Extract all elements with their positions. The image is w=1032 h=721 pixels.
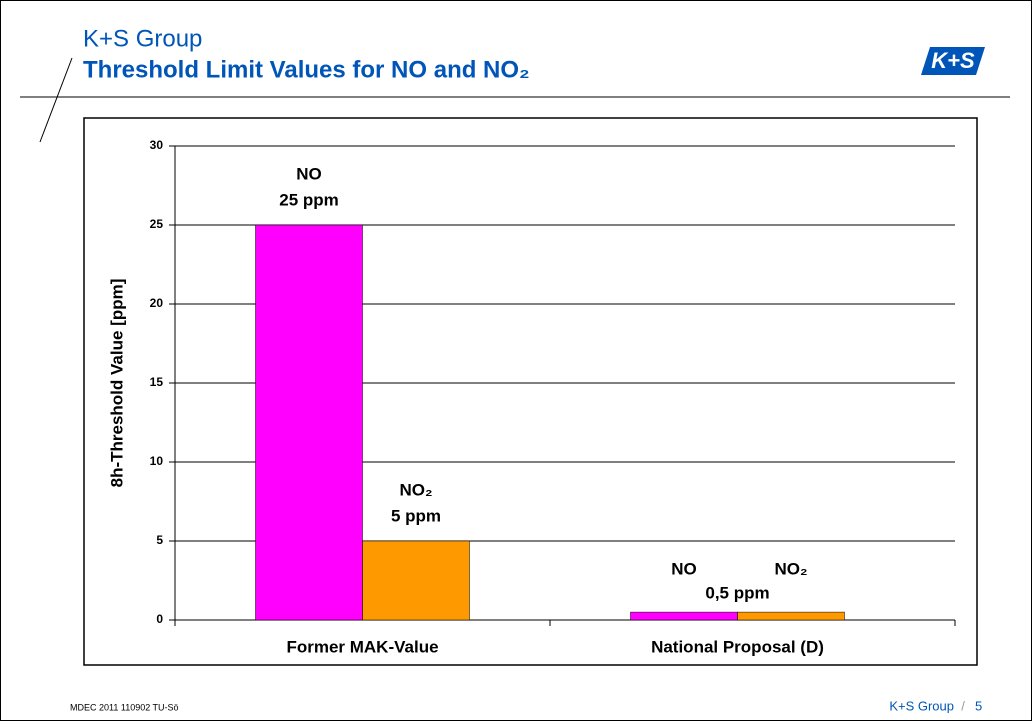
footer-left: MDEC 2011 110902 TU-Sö — [70, 702, 179, 712]
value-label: 25 ppm — [279, 190, 339, 209]
x-tick-label: Former MAK-Value — [286, 637, 438, 656]
company-header: K+S Group — [83, 25, 202, 52]
series-name-label: NO₂ — [774, 560, 807, 579]
y-tick-label: 20 — [150, 296, 164, 310]
series-name-label: NO — [296, 164, 322, 183]
y-axis-label: 8h-Threshold Value [ppm] — [107, 279, 126, 488]
footer-sep: / — [961, 698, 965, 713]
y-tick-label: 25 — [150, 217, 164, 231]
logo-box — [921, 47, 985, 75]
footer-company: K+S Group — [889, 698, 954, 713]
y-tick-label: 0 — [156, 612, 163, 626]
header-slash — [39, 57, 73, 143]
series-name-label: NO₂ — [399, 480, 432, 499]
y-tick-label: 15 — [150, 375, 164, 389]
y-tick-label: 10 — [150, 454, 164, 468]
series-name-label: NO — [671, 560, 697, 579]
x-tick-label: National Proposal (D) — [651, 637, 824, 656]
logo: K+S — [931, 48, 975, 73]
y-tick-label: 30 — [150, 138, 164, 152]
slide-title: Threshold Limit Values for NO and NO₂ — [83, 56, 530, 83]
value-label: 0,5 ppm — [705, 584, 769, 603]
value-label: 5 ppm — [391, 506, 441, 525]
bar — [630, 611, 738, 621]
bar — [255, 224, 363, 621]
bar — [362, 540, 470, 621]
chart-frame — [83, 117, 978, 666]
page-number: 5 — [975, 698, 982, 713]
y-tick-label: 5 — [156, 533, 163, 547]
bar — [737, 611, 845, 621]
